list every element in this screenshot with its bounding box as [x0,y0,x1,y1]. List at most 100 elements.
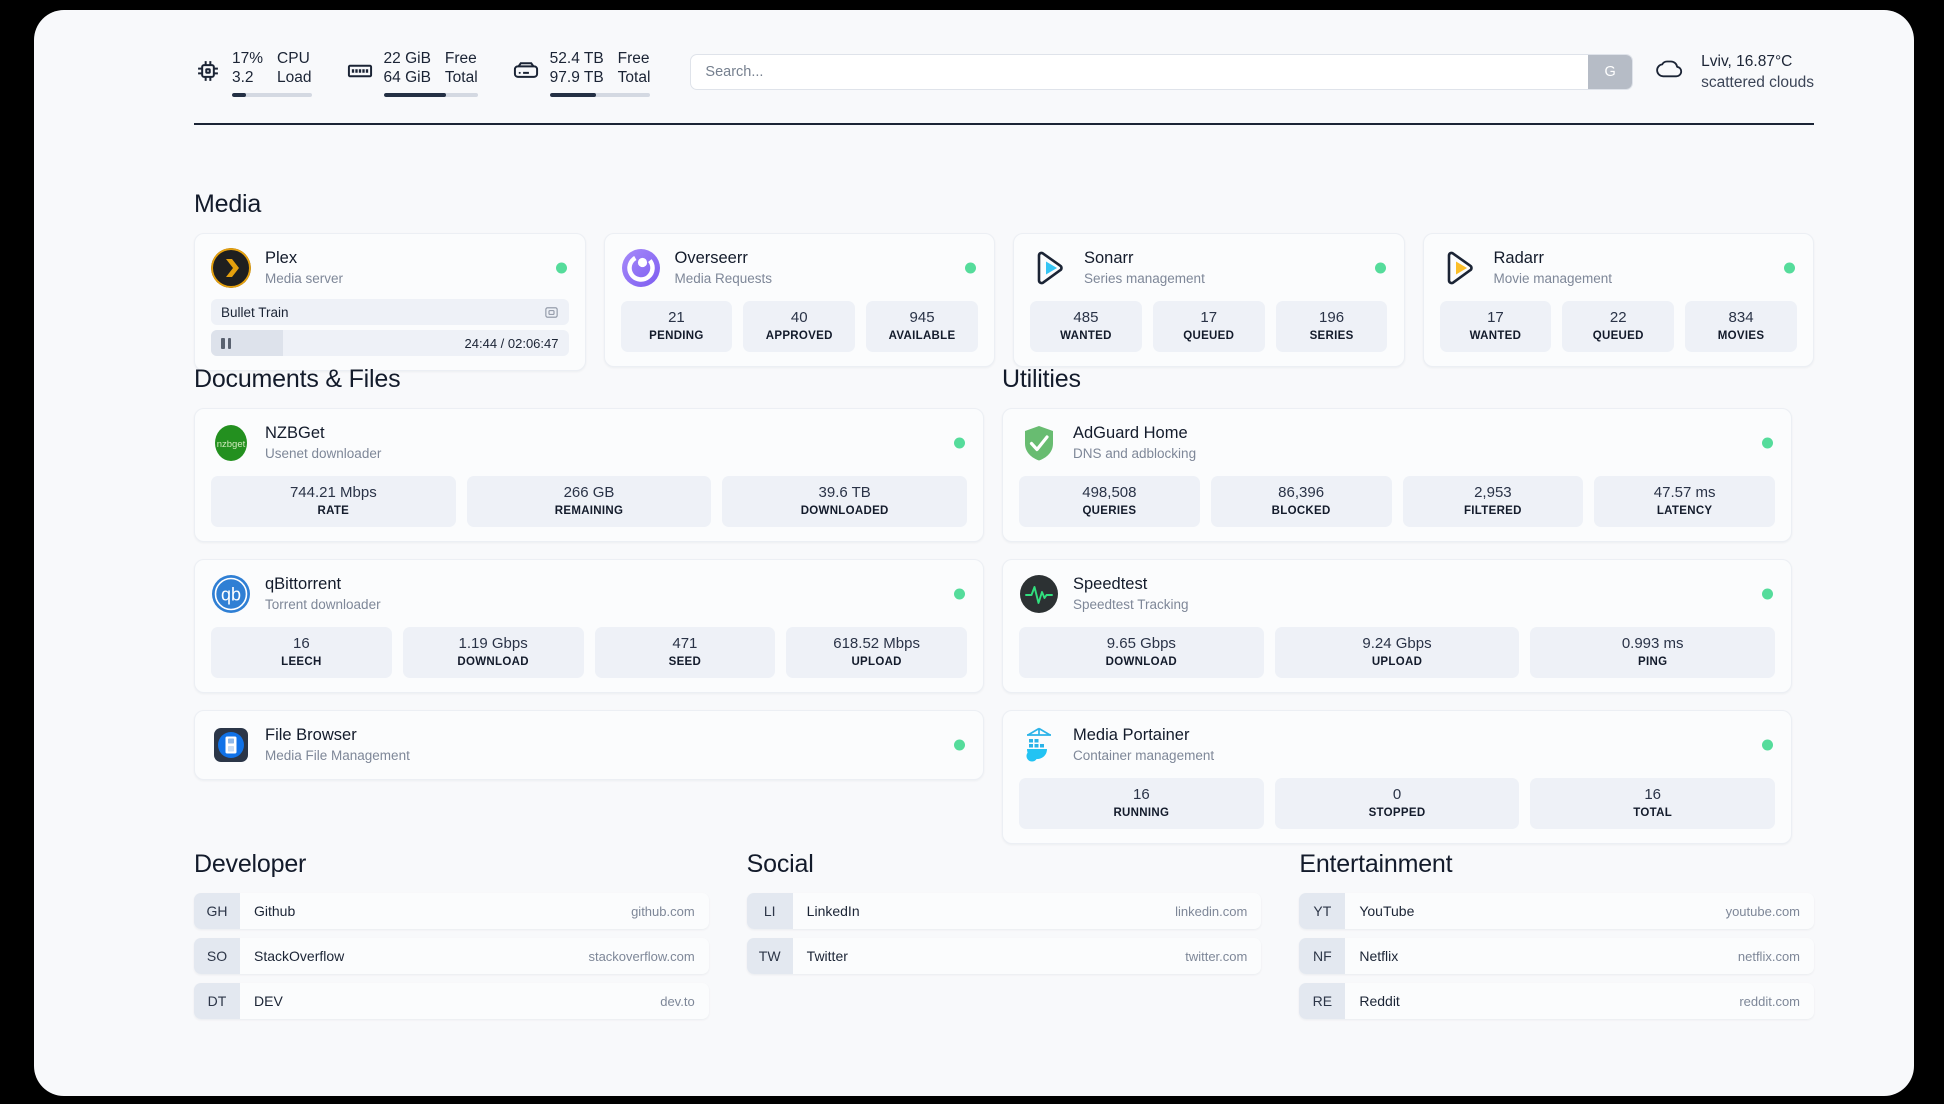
bookmark-abbr: RE [1299,983,1346,1019]
stat-value: 17 [1200,309,1218,326]
stat-label: TOTAL [1633,807,1673,819]
cast-icon[interactable] [544,305,559,320]
stat-label: FILTERED [1463,505,1522,517]
memory-usage-bar [383,92,478,98]
bookmark-link[interactable]: DT DEV dev.to [194,983,709,1019]
bookmark-link[interactable]: YT YouTube youtube.com [1299,893,1815,929]
bookmark-list: GH Github github.com SO StackOverflow stackov… [194,893,709,1019]
playback-progress-bar[interactable]: 24:44 / 02:06:47 [211,330,569,356]
overseerr-icon [621,248,661,288]
cpu-label-bottom: Load [277,68,312,86]
service-card[interactable]: AdGuard Home DNS and adblocking 498,508 QUE… [1002,408,1792,542]
sonarr-icon [1030,248,1070,288]
service-card[interactable]: Speedtest Speedtest Tracking 9.65 Gbps DOWN… [1002,559,1792,693]
services-columns: Documents & Files nzbget NZBGet Usenet dow… [194,365,1814,844]
bookmark-url: youtube.com [1725,903,1801,919]
bookmark-name: Twitter [806,948,848,964]
bookmark-link[interactable]: RE Reddit reddit.com [1299,983,1815,1019]
status-badge [1762,437,1773,449]
service-card[interactable]: Plex Media server Bullet Train 24:44 / 02:0… [194,233,586,371]
bookmark-name: LinkedIn [806,903,860,919]
service-subtitle: DNS and adblocking [1073,446,1197,461]
stat-tile: 16 TOTAL [1530,778,1776,829]
service-name: File Browser [265,726,357,744]
weather-location-temp: Lviv, 16.87°C [1701,53,1793,70]
service-meta: Overseerr Media Requests [675,248,773,288]
service-card[interactable]: File Browser Media File Management [194,710,984,780]
service-card[interactable]: qb qBittorrent Torrent downloader 16 LEECH 1.… [194,559,984,693]
stat-tile: 16 LEECH [211,627,392,678]
disk-values: 52.4 TB 97.9 TB [550,49,604,87]
stat-tile: 86,396 BLOCKED [1210,476,1392,527]
bookmark-group: Developer GH Github github.com SO StackOverfl… [194,850,709,1019]
bookmark-link[interactable]: GH Github github.com [194,893,709,929]
search-input[interactable] [691,55,1589,89]
stat-tile: 21 PENDING [620,301,733,352]
bookmark-url: stackoverflow.com [588,948,695,964]
service-card[interactable]: Overseerr Media Requests 21 PENDING 40 APPROV… [603,233,995,367]
bookmark-abbr: YT [1299,893,1346,929]
service-meta: Sonarr Series management [1084,248,1205,288]
stat-value: 485 [1073,309,1099,326]
stat-tile: 16 RUNNING [1019,778,1264,829]
bookmark-list: YT YouTube youtube.com NF Netflix netflix.com… [1299,893,1815,1019]
stat-label: SERIES [1309,330,1354,342]
dashboard-page: 17% 3.2 CPU Load [34,10,1914,1096]
ram-icon [346,57,374,85]
service-card[interactable]: Sonarr Series management 485 WANTED 17 QUEUED… [1013,233,1405,367]
service-meta: Radarr Movie management [1494,248,1613,288]
header-divider [194,123,1814,125]
service-card[interactable]: Media Portainer Container management 16 RUN… [1002,710,1792,844]
service-subtitle: Usenet downloader [265,446,382,461]
bookmark-group-title: Developer [194,850,307,878]
bookmark-link[interactable]: NF Netflix netflix.com [1299,938,1815,974]
bookmark-link[interactable]: TW Twitter twitter.com [746,938,1262,974]
stat-label: RUNNING [1113,807,1170,819]
bookmarks-section: Developer GH Github github.com SO StackOverfl… [194,850,1815,1019]
disk-icon [512,57,540,85]
stat-label: DOWNLOAD [1105,656,1178,668]
stat-tile: 2,953 FILTERED [1402,476,1584,527]
bookmark-link[interactable]: LI LinkedIn linkedin.com [746,893,1262,929]
status-badge [954,739,965,751]
service-card[interactable]: Radarr Movie management 17 WANTED 22 QUEUED 83… [1422,233,1814,367]
stat-tile: 0 STOPPED [1274,778,1520,829]
memory-label-top: Free [444,49,477,67]
media-section: Media Plex Media server Bullet Train 24:44 … [194,190,1814,371]
media-section-title: Media [194,190,262,218]
service-subtitle: Container management [1073,748,1215,763]
header: 17% 3.2 CPU Load [194,36,1814,108]
stat-tile: 39.6 TB DOWNLOADED [722,476,968,527]
memory-widget: 22 GiB 64 GiB Free Total [346,47,478,98]
memory-values: 22 GiB 64 GiB [384,49,431,87]
service-card-header: Radarr Movie management [1440,248,1798,288]
utilities-section: Utilities AdGuard Home DNS and adblocking… [1002,365,1792,844]
search-box[interactable]: G [690,54,1634,90]
status-badge [1784,262,1795,274]
stat-tile: 40 APPROVED [743,301,856,352]
bookmark-link[interactable]: SO StackOverflow stackoverflow.com [194,938,709,974]
service-card-header: Plex Media server [211,248,569,288]
service-name: NZBGet [265,424,325,442]
stat-label: LATENCY [1656,505,1713,517]
stat-value: 22 [1609,309,1627,326]
disk-widget: 52.4 TB 97.9 TB Free Total [512,47,651,98]
weather-widget: Lviv, 16.87°C scattered clouds [1649,51,1814,93]
service-subtitle: Movie management [1493,271,1613,286]
cpu-widget: 17% 3.2 CPU Load [194,47,312,98]
speedtest-icon [1019,574,1059,614]
service-card[interactable]: nzbget NZBGet Usenet downloader 744.21 Mbps… [194,408,984,542]
stat-tile: 744.21 Mbps RATE [211,476,456,527]
stat-value: 0 [1392,786,1402,803]
stat-value: 40 [790,309,808,326]
bookmark-group-title: Social [746,850,814,878]
service-name: Media Portainer [1073,726,1190,744]
stat-label: WANTED [1060,330,1112,342]
stat-label: MOVIES [1717,330,1765,342]
search-submit-button[interactable]: G [1588,55,1633,89]
pause-icon[interactable] [221,337,231,349]
stat-label: PING [1638,656,1668,668]
service-stats: 744.21 Mbps RATE 266 GB REMAINING 39.6 TB DOW… [211,476,968,527]
cpu-usage-bar [232,92,312,98]
stat-value: 471 [672,635,698,652]
